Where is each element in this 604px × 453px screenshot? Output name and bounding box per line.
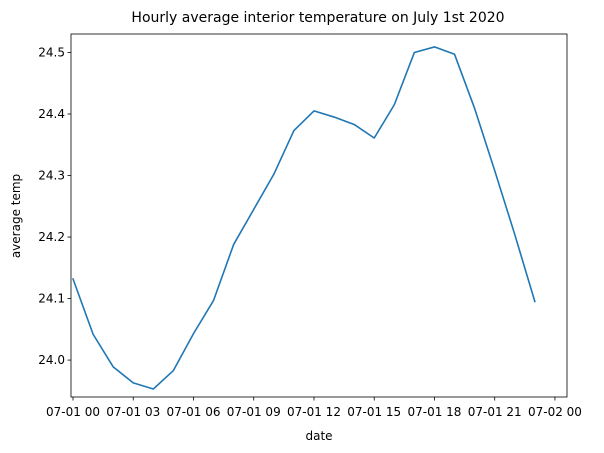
y-tick-label: 24.1	[38, 292, 65, 306]
y-axis: 24.0 24.1 24.2 24.3 24.4 24.5	[38, 45, 71, 367]
x-tick-label: 07-01 09	[227, 405, 281, 419]
y-tick-label: 24.5	[38, 45, 65, 59]
x-tick-label: 07-01 15	[347, 405, 401, 419]
x-tick-label: 07-01 00	[46, 405, 100, 419]
x-tick-label: 07-01 21	[468, 405, 522, 419]
y-tick-label: 24.3	[38, 169, 65, 183]
x-axis-label: date	[305, 429, 332, 443]
plot-frame	[70, 33, 568, 398]
y-tick-label: 24.2	[38, 230, 65, 244]
x-tick-label: 07-01 03	[106, 405, 160, 419]
x-tick-label: 07-01 06	[167, 405, 221, 419]
x-tick-label: 07-01 18	[407, 405, 461, 419]
chart-title: Hourly average interior temperature on J…	[131, 10, 504, 26]
x-tick-label: 07-01 12	[287, 405, 341, 419]
y-axis-label: average temp	[9, 174, 23, 258]
x-axis: 07-01 00 07-01 03 07-01 06 07-01 09 07-01 12…	[46, 397, 582, 419]
y-tick-label: 24.4	[38, 107, 65, 121]
x-tick-label: 07-02 00	[528, 405, 582, 419]
temperature-line	[72, 46, 536, 390]
y-tick-label: 24.0	[38, 353, 65, 367]
